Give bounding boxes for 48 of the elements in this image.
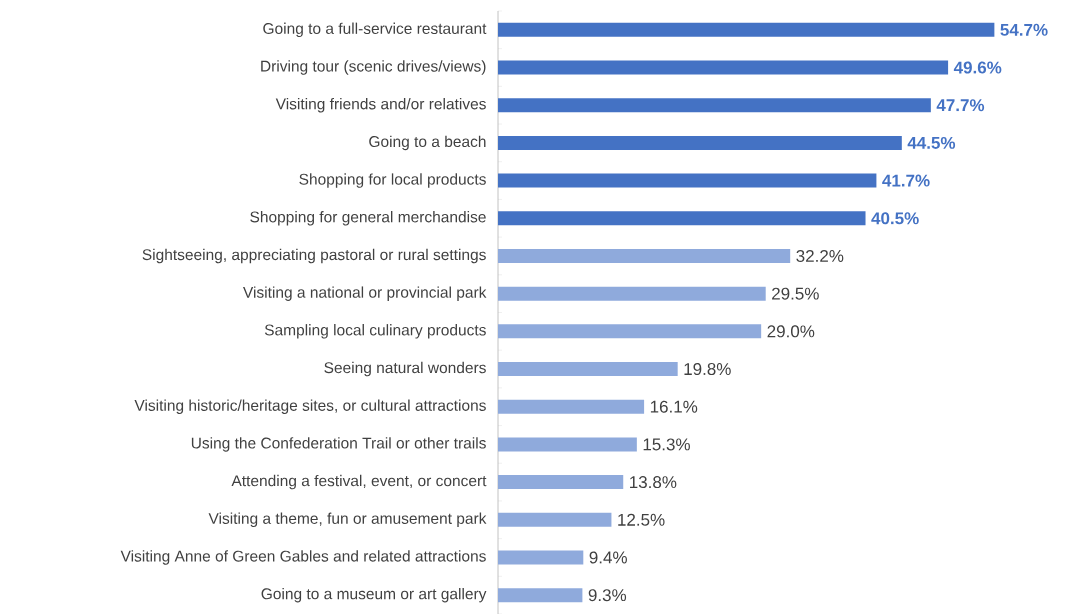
bar xyxy=(498,22,995,37)
y-tick-label: Visiting a theme, fun or amusement park xyxy=(208,512,487,527)
data-label: 29.0% xyxy=(767,325,815,338)
data-label: 54.7% xyxy=(1000,23,1048,36)
bar xyxy=(498,550,584,565)
data-label: 41.7% xyxy=(882,174,930,187)
data-label: 44.5% xyxy=(907,136,956,149)
y-tick-label: Sampling local culinary products xyxy=(264,323,486,339)
y-tick-label: Going to a beach xyxy=(369,135,486,150)
y-tick-label: Using the Confederation Trail or other trails xyxy=(191,436,486,452)
bar xyxy=(498,98,931,113)
y-tick-label: Driving tour (scenic drives/views) xyxy=(261,60,486,75)
bar xyxy=(498,173,877,188)
y-tick-label: Attending a festival, event, or concert xyxy=(231,474,487,490)
y-tick-label: Visiting friends and/or relatives xyxy=(275,97,486,113)
data-label: 13.8% xyxy=(630,475,677,488)
y-tick-label: Visiting Anne of Green Gables and related attractions xyxy=(120,550,486,565)
y-tick-label: Shopping for local products xyxy=(299,173,486,188)
y-tick-label: Shopping for general merchandise xyxy=(250,210,486,226)
bar xyxy=(498,135,902,150)
data-label: 9.4% xyxy=(589,551,627,564)
y-tick-label: Visiting historic/heritage sites, or cultural attractions xyxy=(134,399,486,414)
bar xyxy=(498,399,645,414)
bar xyxy=(498,474,624,489)
y-tick-label: Seeing natural wonders xyxy=(324,361,486,377)
y-tick-label: Sightseeing, appreciating pastoral or rural settings xyxy=(142,248,486,263)
data-label: 32.2% xyxy=(796,249,844,262)
bar xyxy=(498,60,949,75)
y-tick-label: Going to a full-service restaurant xyxy=(263,22,487,37)
bar xyxy=(498,587,583,602)
data-label: 47.7% xyxy=(936,99,985,112)
bar xyxy=(498,248,791,263)
bar xyxy=(498,361,678,376)
bar xyxy=(498,211,866,226)
data-label: 40.5% xyxy=(871,212,919,225)
bar xyxy=(498,286,766,301)
bar xyxy=(498,512,612,527)
data-label: 9.3% xyxy=(588,588,627,601)
data-label: 49.6% xyxy=(953,61,1002,74)
data-label: 29.5% xyxy=(772,287,819,300)
data-label: 16.1% xyxy=(650,400,698,413)
y-tick-label: Going to a museum or art gallery xyxy=(261,587,487,603)
bar xyxy=(498,437,637,452)
data-label: 12.5% xyxy=(618,513,665,526)
data-label: 15.3% xyxy=(643,438,690,451)
data-label: 19.8% xyxy=(684,362,731,375)
bar xyxy=(498,324,762,339)
y-tick-label: Visiting a national or provincial park xyxy=(243,286,487,301)
